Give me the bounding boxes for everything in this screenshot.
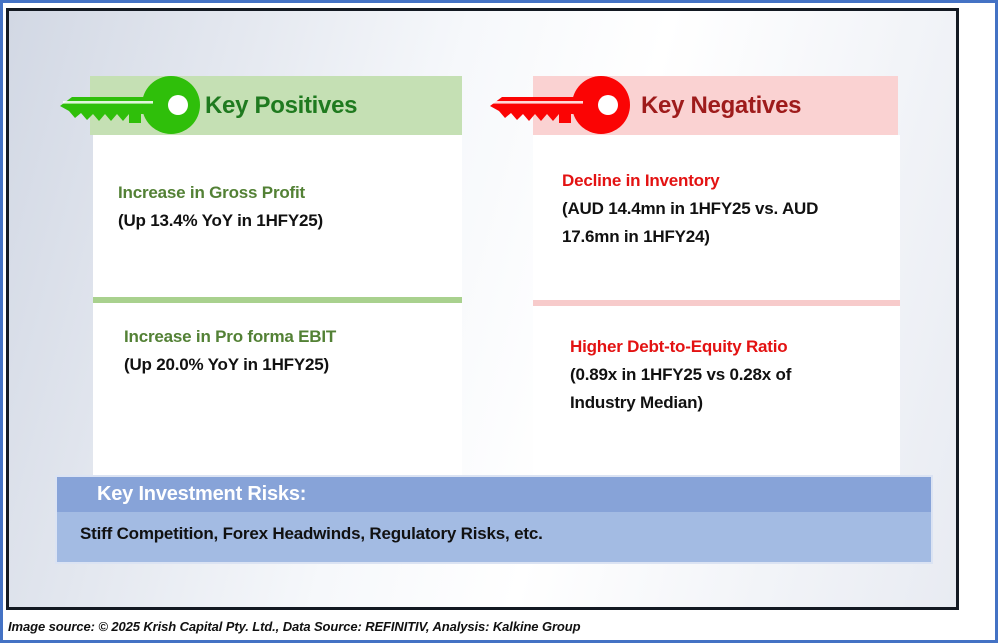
risks-banner: Key Investment Risks: Stiff Competition,… [55,475,933,564]
negative-item-1-detail-line-1: (AUD 14.4mn in 1HFY25 vs. AUD [562,199,819,218]
risks-banner-body: Stiff Competition, Forex Headwinds, Regu… [57,512,931,562]
key-icon-red [490,76,630,134]
positive-item-2-detail: (Up 20.0% YoY in 1HFY25) [124,355,329,374]
positive-item-1-detail: (Up 13.4% YoY in 1HFY25) [118,211,323,230]
source-credit: Image source: © 2025 Krish Capital Pty. … [8,619,581,634]
positive-item-1-title: Increase in Gross Profit [118,183,305,202]
positives-card: Increase in Gross Profit (Up 13.4% YoY i… [93,135,462,476]
negatives-divider [533,300,900,306]
negative-item-2-detail-line-2: Industry Median) [570,393,703,412]
negative-item-1: Decline in Inventory (AUD 14.4mn in 1HFY… [562,167,818,251]
negative-item-2: Higher Debt-to-Equity Ratio (0.89x in 1H… [570,333,791,417]
negative-item-2-title: Higher Debt-to-Equity Ratio [570,337,788,356]
negatives-header: Key Negatives [641,92,802,119]
negative-item-2-detail-line-1: (0.89x in 1HFY25 vs 0.28x of [570,365,792,384]
key-icon-green [60,76,200,134]
negatives-card: Decline in Inventory (AUD 14.4mn in 1HFY… [533,135,900,476]
negative-item-1-title: Decline in Inventory [562,171,720,190]
positives-header: Key Positives [205,92,358,119]
negative-item-1-detail-line-2: 17.6mn in 1HFY24) [562,227,710,246]
content-panel: Key Positives Increase in Gross Profit (… [6,8,959,610]
risks-banner-header: Key Investment Risks: [57,477,931,512]
positive-item-2-title: Increase in Pro forma EBIT [124,327,337,346]
positive-item-1: Increase in Gross Profit (Up 13.4% YoY i… [118,179,323,235]
positives-divider [93,297,462,303]
positive-item-2: Increase in Pro forma EBIT (Up 20.0% YoY… [124,323,336,379]
